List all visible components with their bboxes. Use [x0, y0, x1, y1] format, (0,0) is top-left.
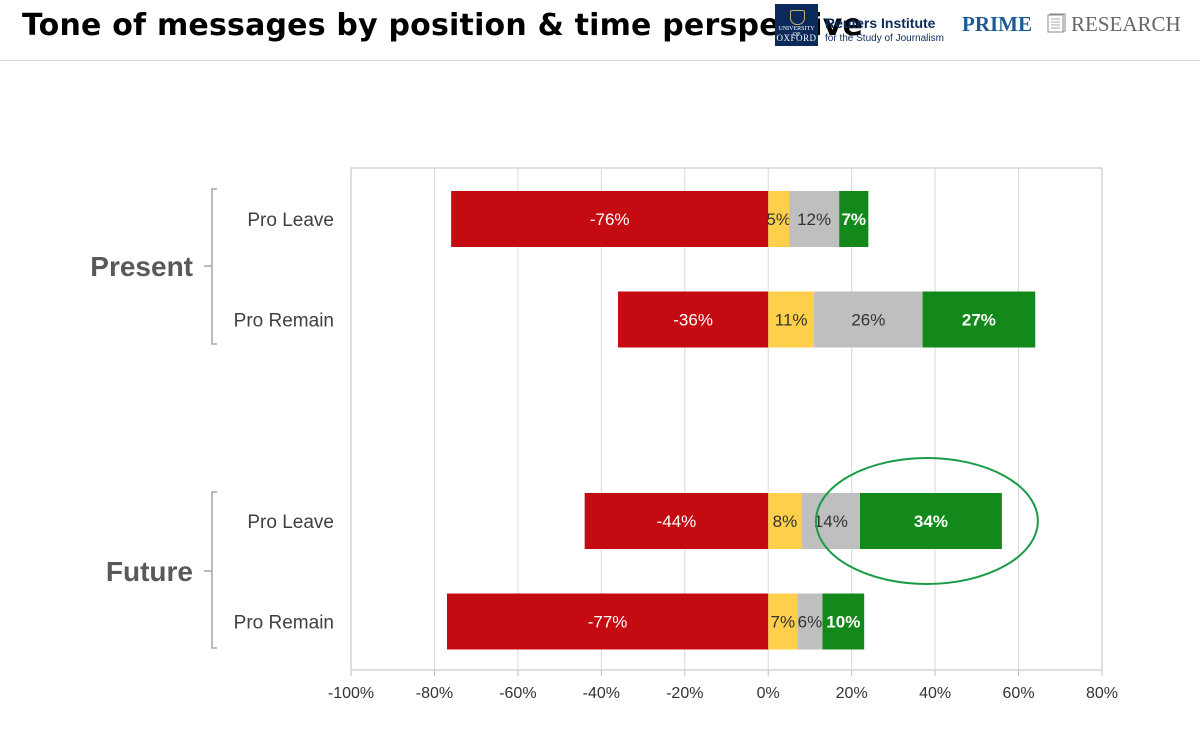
data-label-negative: -36% [673, 311, 713, 330]
x-tick-label: -20% [666, 685, 703, 702]
data-label-ambivalent: 11% [775, 311, 808, 330]
data-label-neutral: 12% [797, 210, 831, 229]
x-tick-label: -100% [328, 685, 374, 702]
data-label-neutral: 26% [851, 311, 885, 330]
plot-area-border [350, 167, 1103, 671]
data-label-ambivalent: 8% [773, 512, 798, 531]
bar-segment-positive [922, 291, 1036, 348]
bar-segment-negative [618, 291, 769, 348]
header-divider [0, 60, 1200, 61]
bar-segment-positive [822, 593, 865, 650]
x-tick-label: 60% [1003, 685, 1035, 702]
prime-research-logo-prime: PRIME [962, 12, 1032, 36]
highlight-ellipse [815, 457, 1039, 585]
bar-segment-ambivalent [768, 191, 790, 247]
group-bracket [211, 491, 217, 649]
data-label-negative: -77% [588, 613, 628, 632]
x-tick-label: -80% [416, 685, 453, 702]
x-tick-label: 40% [919, 685, 951, 702]
bar-segment-positive [860, 493, 1002, 549]
bar-segment-neutral [789, 191, 840, 247]
category-label: Pro Remain [234, 311, 334, 332]
bar-segment-ambivalent [768, 493, 802, 549]
category-label: Pro Remain [234, 613, 334, 634]
group-label: Future [106, 556, 193, 587]
x-tick-label: 80% [1086, 685, 1118, 702]
data-label-negative: -44% [657, 512, 697, 531]
oxford-crest-icon [790, 10, 805, 25]
prime-research-pages-icon [1047, 13, 1066, 33]
x-tick-label: -60% [499, 685, 536, 702]
oxford-logo: UNIVERSITY OF OXFORD [775, 4, 818, 46]
data-label-ambivalent: 7% [771, 613, 796, 632]
data-label-ambivalent: 5% [766, 210, 791, 229]
reuters-institute-subtitle: for the Study of Journalism [825, 33, 944, 44]
page-title: Tone of messages by position & time pers… [22, 8, 864, 43]
bar-segment-neutral [797, 593, 823, 650]
bar-segment-neutral [814, 291, 923, 348]
bar-segment-neutral [801, 493, 861, 549]
bar-segment-positive [839, 191, 869, 247]
category-label: Pro Leave [247, 210, 334, 231]
bar-segment-ambivalent [768, 593, 798, 650]
data-label-neutral: 14% [814, 512, 848, 531]
group-label: Present [90, 251, 193, 282]
bar-segment-negative [446, 593, 769, 650]
x-tick-label: 0% [757, 685, 780, 702]
bar-segment-negative [451, 191, 769, 247]
oxford-logo-line1: UNIVERSITY OF [778, 26, 815, 38]
data-label-positive: 7% [841, 210, 866, 229]
bar-segment-ambivalent [768, 291, 815, 348]
data-label-positive: 10% [826, 613, 860, 632]
prime-research-logo-research: RESEARCH [1071, 12, 1181, 36]
bar-segment-negative [584, 493, 769, 549]
x-tick-label: 20% [836, 685, 868, 702]
group-bracket [211, 188, 217, 345]
reuters-institute-name: Reuters Institute [825, 15, 936, 31]
data-label-positive: 27% [962, 311, 996, 330]
data-label-positive: 34% [914, 512, 948, 531]
data-label-negative: -76% [590, 210, 630, 229]
oxford-logo-line2: OXFORD [776, 33, 817, 43]
category-label: Pro Leave [247, 512, 334, 533]
data-label-neutral: 6% [798, 613, 823, 632]
x-tick-label: -40% [583, 685, 620, 702]
